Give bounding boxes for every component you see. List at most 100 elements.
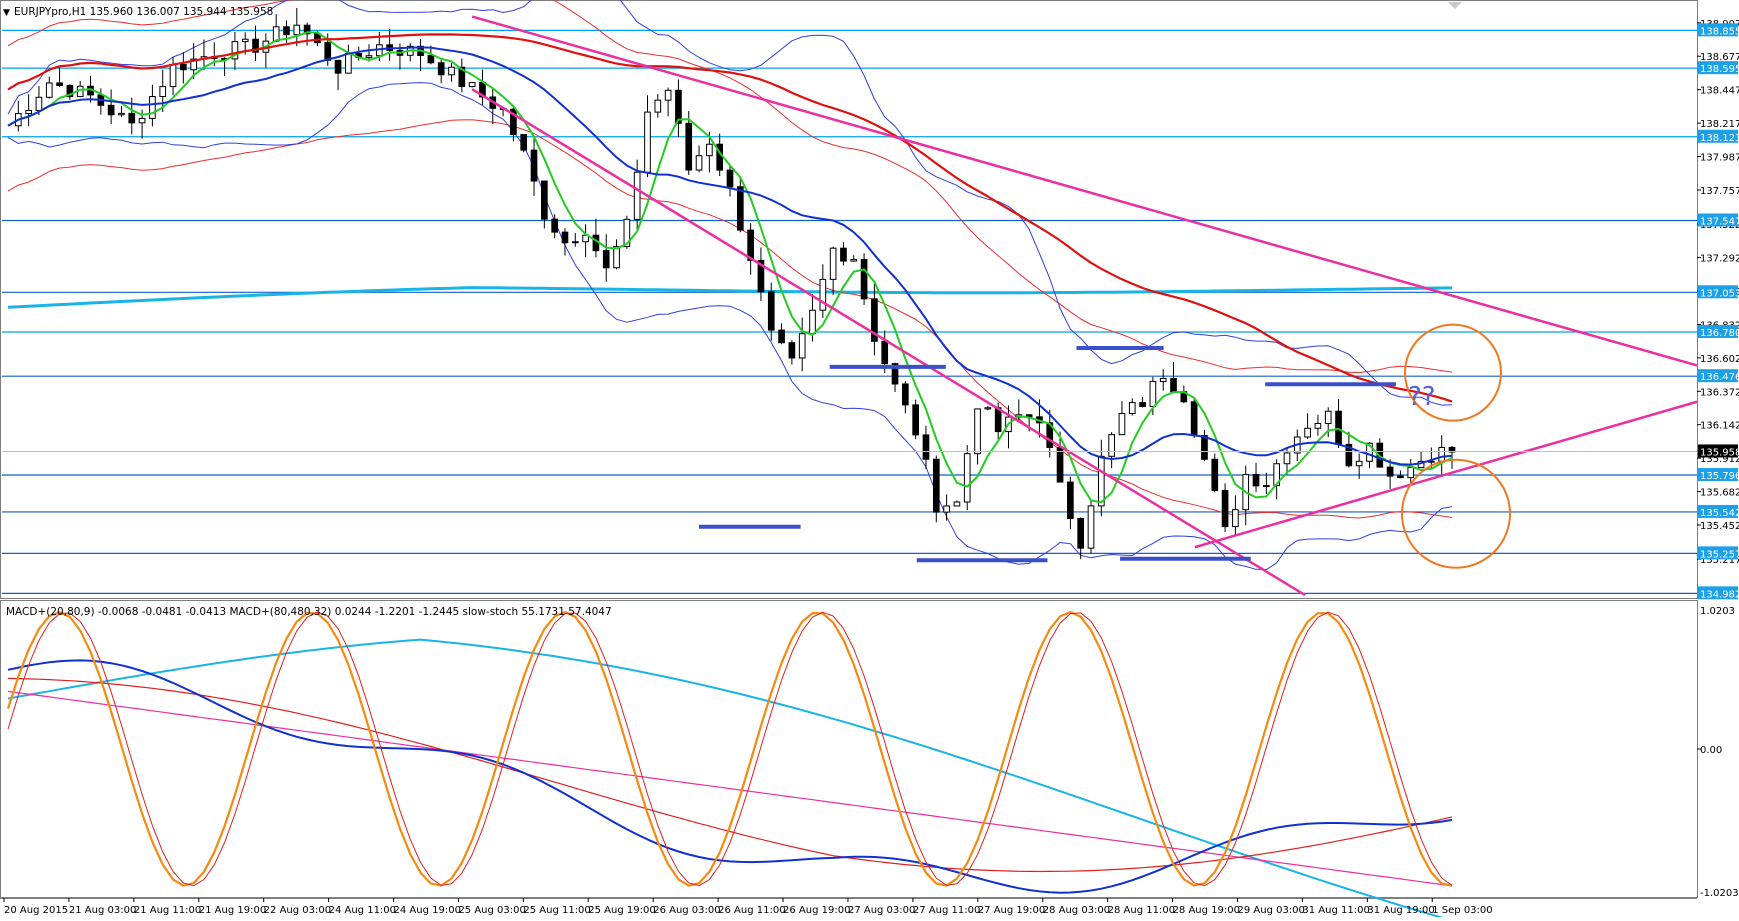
level-tag-label: 136.476 — [1700, 372, 1739, 383]
time-tick-label: 29 Aug 03:00 — [1237, 905, 1304, 916]
candle-body — [1314, 422, 1322, 429]
candle-body — [809, 309, 816, 335]
candle-body — [118, 112, 125, 116]
trendline-0 — [471, 15, 1698, 367]
level-tag-bg — [1698, 504, 1738, 518]
candle-body — [25, 109, 32, 115]
envelope-upper — [7, 0, 1453, 374]
candle-body — [293, 24, 301, 36]
time-tick-label: 21 Aug 11:00 — [134, 905, 201, 916]
candle-body — [1170, 377, 1177, 393]
candle-body — [675, 89, 682, 124]
question-annotation: ?? — [1408, 382, 1436, 412]
candle-body — [1221, 489, 1229, 528]
candle-body — [644, 111, 651, 173]
candle-body — [747, 229, 754, 261]
price-tick-label: 135.912 — [1700, 454, 1739, 465]
candle-body — [128, 112, 136, 124]
circle-upper — [1404, 323, 1502, 422]
ma-mid-line — [7, 46, 1453, 466]
level-tag-label: 134.982 — [1700, 589, 1739, 600]
scroll-marker-icon[interactable] — [1448, 2, 1462, 9]
candle-body — [365, 55, 373, 58]
level-tag-label: 135.257 — [1700, 549, 1739, 560]
candle-body — [778, 329, 785, 344]
circle-lower — [1401, 458, 1511, 569]
candle-body — [66, 84, 74, 98]
level-tag-bg — [1698, 23, 1738, 37]
candle-body — [819, 278, 827, 311]
macd-short-line — [7, 659, 1453, 894]
candle-body — [551, 218, 558, 233]
support-resistance-zones[interactable] — [698, 345, 1396, 563]
candle-body — [252, 38, 259, 53]
candle-body — [1159, 377, 1167, 382]
level-tag-label: 136.780 — [1700, 328, 1739, 339]
candle-body — [1397, 475, 1404, 479]
candle-body — [1273, 463, 1280, 487]
candle-body — [1056, 447, 1064, 483]
time-tick-label: 27 Aug 11:00 — [913, 905, 980, 916]
candle-body — [510, 108, 517, 136]
highlight-circles[interactable] — [1401, 323, 1511, 569]
time-tick-label: 28 Aug 19:00 — [1173, 905, 1240, 916]
trendline-1 — [471, 88, 1306, 597]
level-tag-label: 135.796 — [1700, 471, 1739, 482]
price-panel-frame — [0, 0, 1698, 599]
indicator-tick-label: 1.0203 — [1700, 606, 1735, 617]
candle-body — [850, 258, 858, 262]
candle-body — [953, 501, 961, 507]
candle-body — [520, 134, 528, 151]
candle-body — [1252, 474, 1260, 487]
macd-long-signal-line — [7, 690, 1453, 887]
candle-body — [45, 82, 53, 98]
macd-short-signal-line — [7, 677, 1453, 873]
candle-body — [1304, 427, 1311, 438]
price-axis: 138.907138.677138.447138.217137.987137.7… — [2, 19, 1739, 899]
candle-body — [56, 82, 63, 86]
candle-body — [829, 247, 837, 280]
trendlines[interactable] — [471, 15, 1698, 597]
time-tick-label: 26 Aug 19:00 — [783, 905, 850, 916]
candle-body — [922, 434, 930, 460]
envelope-lower — [7, 119, 1453, 519]
expand-triangle-icon[interactable]: ▼ — [3, 8, 10, 18]
candle-body — [1335, 410, 1342, 445]
candle-body — [685, 122, 693, 171]
level-tag-bg — [1698, 129, 1738, 143]
candle-body — [1087, 505, 1095, 549]
candle-body — [613, 246, 620, 269]
candle-body — [757, 259, 765, 293]
candle-body — [1067, 481, 1074, 520]
candle-body — [231, 41, 239, 60]
candle-body — [726, 169, 734, 188]
horizontal-levels[interactable] — [2, 29, 1697, 594]
candle-body — [138, 117, 146, 124]
indicator-header: MACD+(20,80,9) -0.0068 -0.0481 -0.0413 M… — [6, 606, 612, 618]
candle-body — [1118, 412, 1126, 436]
time-tick-label: 21 Aug 19:00 — [199, 905, 266, 916]
candle-body — [427, 54, 435, 64]
time-tick-label: 28 Aug 03:00 — [1043, 905, 1110, 916]
indicator-lines — [6, 610, 1701, 921]
level-tag-label: 138.123 — [1700, 133, 1739, 144]
level-tag-label: 137.053 — [1700, 288, 1739, 299]
candle-body — [788, 342, 796, 359]
long-moving-average — [7, 286, 1453, 309]
level-tag-bg — [1698, 468, 1738, 482]
time-tick-label: 26 Aug 11:00 — [718, 905, 785, 916]
price-tick-label: 135.217 — [1700, 555, 1739, 566]
candle-body — [571, 241, 579, 244]
moving-averages — [7, 31, 1453, 504]
candle-body — [324, 42, 332, 61]
candlesticks — [14, 7, 1456, 560]
candle-body — [1149, 380, 1157, 407]
candle-body — [871, 298, 878, 342]
candle-body — [706, 143, 713, 157]
band-upper — [7, 0, 1453, 406]
candle-body — [530, 149, 538, 182]
candle-body — [654, 99, 662, 113]
time-tick-label: 31 Aug 11:00 — [1302, 905, 1369, 916]
